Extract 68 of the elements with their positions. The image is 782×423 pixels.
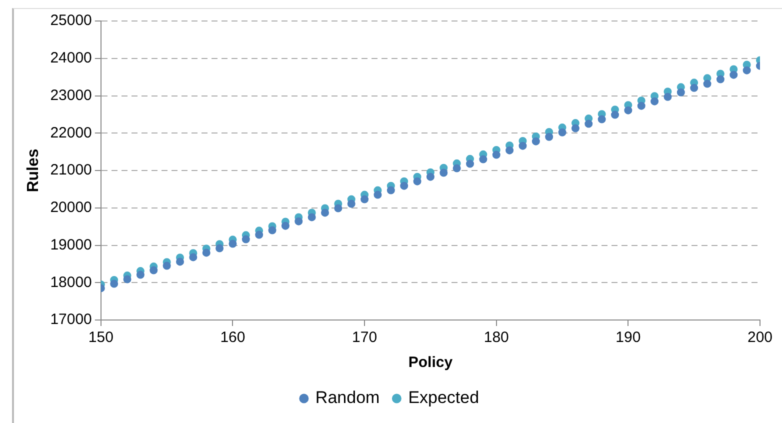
point bbox=[611, 110, 619, 119]
point bbox=[255, 230, 264, 239]
point bbox=[650, 97, 659, 106]
point bbox=[426, 172, 434, 181]
point bbox=[294, 217, 303, 226]
point bbox=[189, 253, 198, 262]
point bbox=[123, 275, 132, 284]
point bbox=[518, 142, 527, 150]
point bbox=[506, 146, 514, 154]
point bbox=[216, 244, 224, 252]
y-tick-label: 22000 bbox=[50, 124, 92, 142]
point bbox=[466, 160, 474, 168]
point bbox=[386, 186, 395, 194]
point bbox=[558, 128, 566, 136]
point bbox=[730, 70, 738, 79]
point bbox=[703, 80, 712, 88]
point bbox=[584, 120, 593, 128]
y-tick-label: 23000 bbox=[50, 86, 92, 104]
y-tick-label: 17000 bbox=[50, 311, 92, 328]
point bbox=[413, 177, 422, 186]
x-tick-label: 180 bbox=[484, 329, 509, 346]
y-tick-label: 18000 bbox=[50, 274, 92, 291]
point bbox=[281, 222, 290, 230]
x-tick-label: 150 bbox=[88, 329, 114, 346]
point bbox=[545, 132, 554, 141]
point bbox=[308, 213, 316, 222]
point bbox=[452, 164, 461, 172]
point bbox=[598, 115, 606, 124]
point bbox=[400, 182, 408, 190]
point bbox=[347, 200, 356, 208]
point bbox=[176, 258, 184, 266]
legend-label: Random bbox=[315, 388, 380, 408]
point bbox=[690, 84, 698, 92]
point bbox=[202, 248, 210, 257]
point bbox=[321, 208, 329, 217]
point bbox=[268, 226, 276, 234]
point bbox=[637, 102, 646, 110]
point bbox=[440, 168, 448, 177]
point bbox=[136, 270, 144, 279]
point bbox=[334, 204, 342, 212]
point bbox=[110, 280, 118, 288]
point bbox=[742, 66, 751, 74]
y-tick-label: 21000 bbox=[50, 162, 92, 179]
x-axis-title: Policy bbox=[408, 354, 454, 372]
x-tick-label: 170 bbox=[352, 329, 378, 346]
legend-label: Expected bbox=[408, 388, 480, 408]
point bbox=[162, 262, 171, 270]
point bbox=[228, 240, 237, 248]
point bbox=[716, 75, 724, 84]
point bbox=[664, 92, 672, 101]
point bbox=[479, 155, 488, 164]
y-tick-label: 24000 bbox=[50, 50, 92, 67]
y-tick-label: 19000 bbox=[50, 236, 92, 254]
point bbox=[676, 88, 685, 96]
y-tick-label: 20000 bbox=[50, 199, 92, 216]
point bbox=[492, 150, 500, 159]
x-tick-label: 160 bbox=[220, 329, 246, 346]
y-tick-label: 25000 bbox=[50, 12, 92, 30]
point bbox=[374, 190, 382, 199]
point bbox=[624, 106, 632, 114]
point bbox=[532, 137, 540, 146]
x-tick-label: 190 bbox=[616, 329, 641, 346]
point bbox=[150, 266, 158, 274]
point bbox=[242, 235, 250, 244]
point bbox=[571, 124, 580, 132]
y-axis-title: Rules bbox=[25, 148, 42, 192]
x-tick-label: 200 bbox=[747, 329, 773, 346]
point bbox=[360, 195, 369, 204]
